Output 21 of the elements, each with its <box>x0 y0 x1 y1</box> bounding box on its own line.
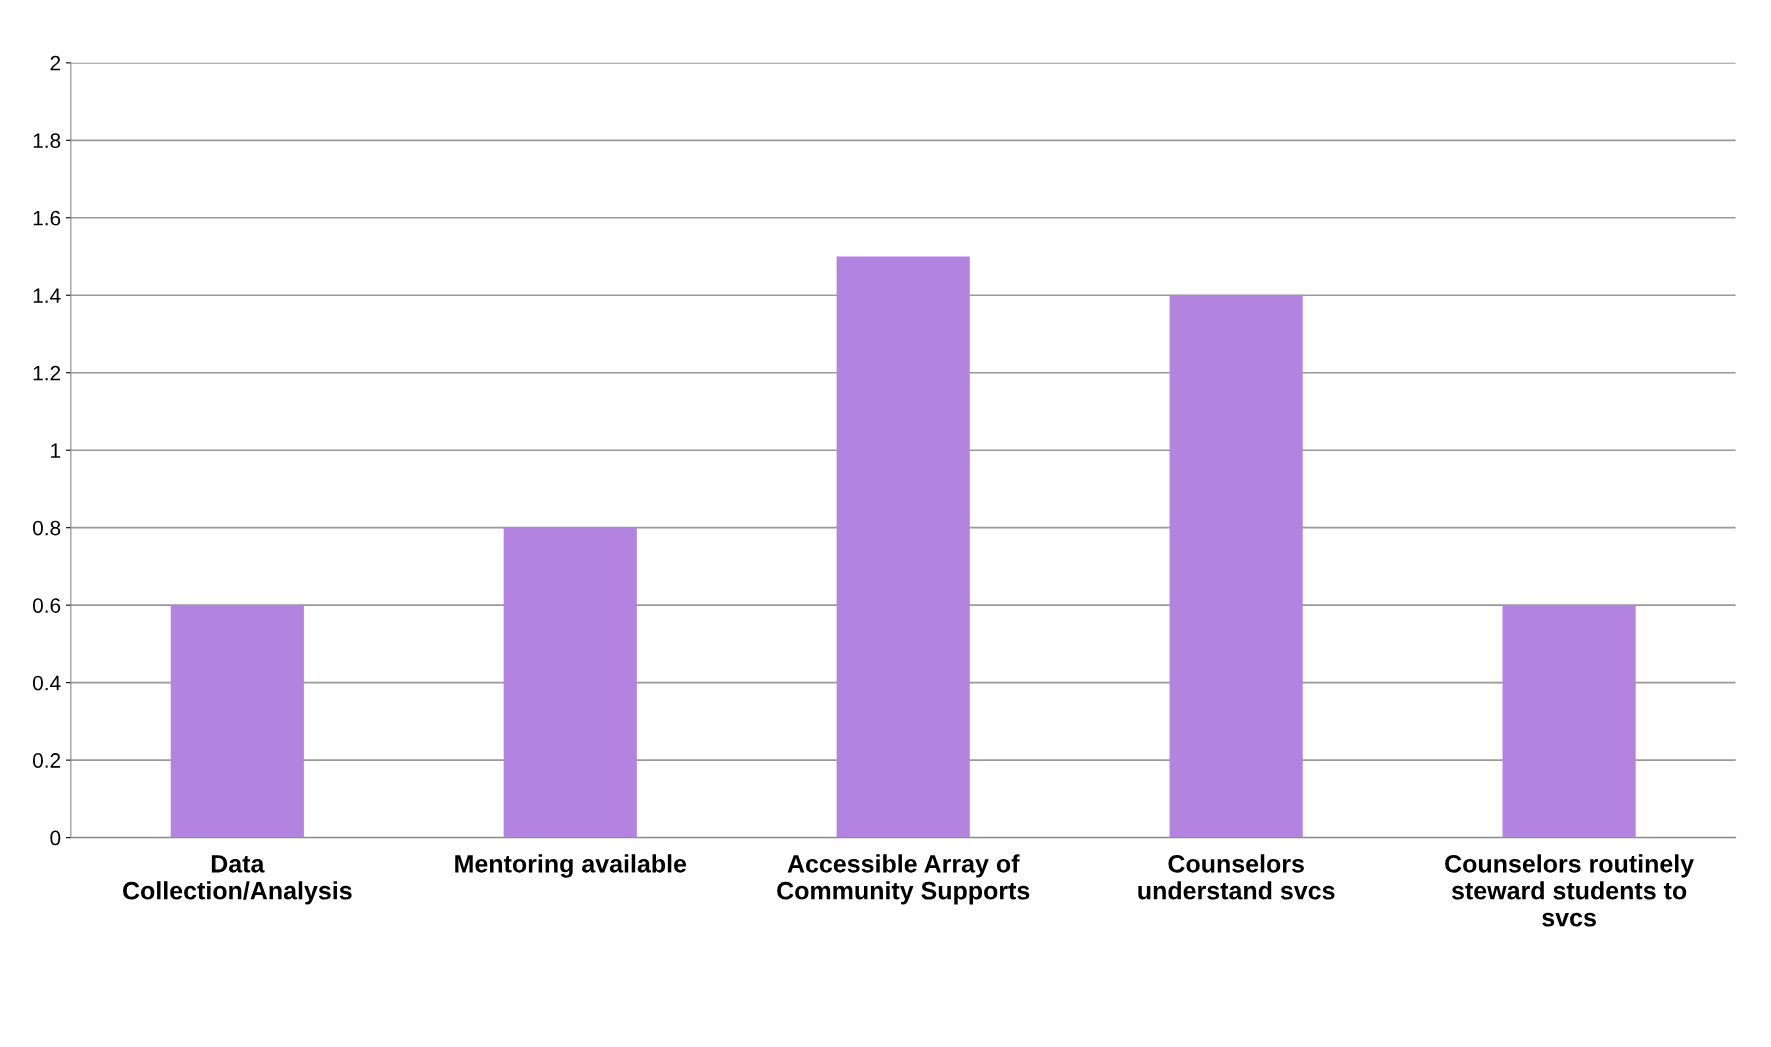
y-tick-label: 2 <box>50 55 61 71</box>
y-tick-label: 0.4 <box>32 675 61 691</box>
y-tick-label: 0.2 <box>32 753 61 768</box>
bar <box>503 527 637 838</box>
x-tick-label: Counselors routinely steward students to svcs <box>1445 854 1694 927</box>
y-tick-label: 0.6 <box>32 598 61 613</box>
bar <box>170 605 304 838</box>
bar <box>1502 605 1636 838</box>
y-tick-label: 1.4 <box>33 288 61 303</box>
y-tick-label: 0 <box>50 830 61 846</box>
x-tick-label: Accessible Array of Community Supports <box>777 854 1030 905</box>
bar <box>836 256 970 838</box>
x-tick-label: Data Collection/Analysis <box>123 855 352 905</box>
y-tick-label: 1.2 <box>33 365 61 381</box>
y-tick-label: 1 <box>51 443 61 458</box>
y-tick-label: 1.6 <box>33 210 61 226</box>
x-tick-label: Counselors understand svcs <box>1138 854 1335 900</box>
bar <box>1169 295 1303 838</box>
y-tick-label: 0.8 <box>32 520 61 536</box>
x-tick-label: Mentoring available <box>455 854 687 878</box>
y-tick-label: 1.8 <box>33 133 61 149</box>
